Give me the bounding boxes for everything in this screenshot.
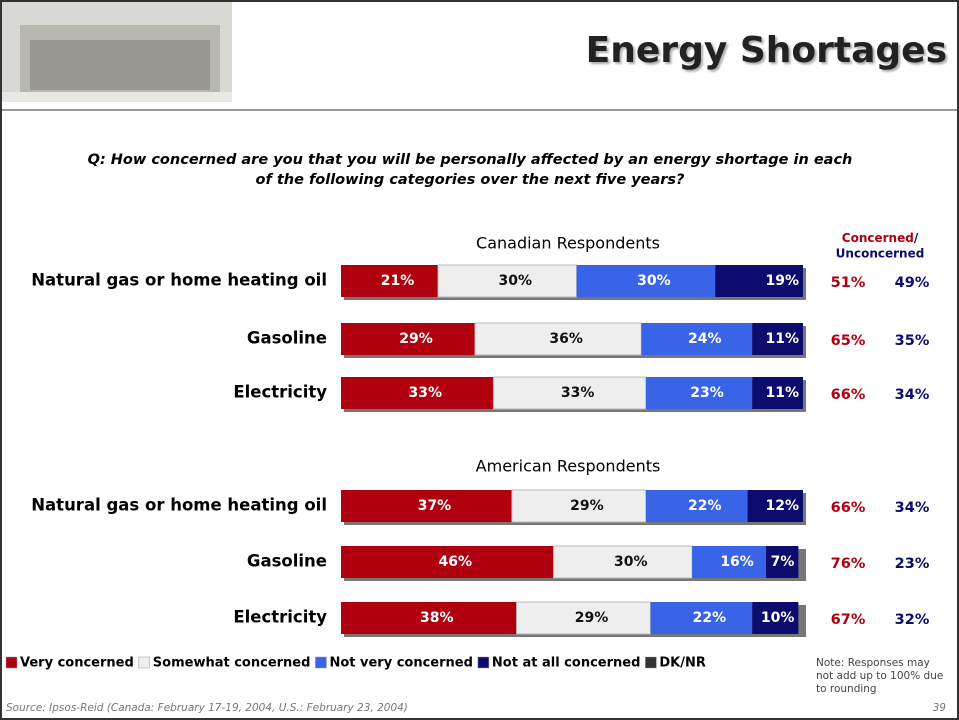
note: not add up to 100% due	[816, 670, 943, 682]
value-label: 11%	[765, 331, 799, 347]
legend-label: Somewhat concerned	[153, 656, 311, 671]
unconcerned-value: 34%	[895, 387, 930, 403]
bar-segment	[752, 323, 803, 355]
value-label: 22%	[693, 610, 727, 626]
value-label: 38%	[420, 610, 454, 626]
summary-header-unconcerned: Unconcerned	[836, 247, 925, 261]
legend-label: Not very concerned	[329, 656, 472, 671]
value-label: 29%	[575, 610, 609, 626]
bar-segment	[752, 602, 799, 634]
bar-segment	[341, 546, 554, 578]
bar-segment	[553, 545, 693, 579]
unconcerned-value: 34%	[895, 500, 930, 516]
bar-segment	[341, 323, 475, 355]
legend-label: DK/NR	[659, 656, 706, 671]
value-label: 12%	[765, 498, 799, 514]
unconcerned-value: 23%	[895, 556, 930, 572]
category-label: Gasoline	[247, 552, 327, 571]
bar-segment	[576, 265, 716, 297]
value-label: 16%	[720, 554, 754, 570]
category-label: Natural gas or home heating oil	[31, 496, 327, 515]
legend-swatch	[315, 656, 327, 669]
bar-segment	[715, 265, 803, 297]
legend-swatch	[477, 656, 490, 669]
bar-segment	[492, 376, 647, 410]
bar-segment	[645, 377, 753, 409]
value-label: 10%	[761, 610, 795, 626]
value-label: 37%	[418, 498, 452, 514]
summary-header-concerned: Concerned	[842, 231, 914, 245]
value-label: 22%	[688, 498, 722, 514]
concerned-value: 51%	[831, 275, 866, 291]
question: Q: How concerned are you that you will b…	[88, 152, 853, 168]
value-label: 23%	[690, 385, 724, 401]
bar-segment	[645, 490, 748, 522]
value-label: 29%	[399, 331, 433, 347]
legend-label: Not at all concerned	[492, 656, 640, 671]
category-label: Natural gas or home heating oil	[31, 271, 327, 290]
concerned-value: 67%	[831, 612, 866, 628]
bar-segment	[341, 377, 494, 409]
value-label: 46%	[439, 554, 473, 570]
legend-swatch	[645, 656, 657, 669]
category-label: Electricity	[233, 383, 327, 402]
bar-segment	[341, 490, 512, 522]
bar-segment	[437, 264, 578, 298]
unconcerned-value: 32%	[895, 612, 930, 628]
bar-segment	[511, 489, 647, 523]
question: of the following categories over the nex…	[256, 172, 686, 188]
unconcerned-value: 49%	[895, 275, 930, 291]
bar-segment	[692, 546, 767, 578]
concerned-value: 66%	[831, 387, 866, 403]
unconcerned-value: 35%	[895, 333, 930, 349]
concerned-value: 65%	[831, 333, 866, 349]
chart-subtitle: American Respondents	[476, 457, 661, 476]
value-label: 24%	[688, 331, 722, 347]
title: Energy Shortages	[586, 30, 947, 71]
note: Note: Responses may	[816, 657, 930, 669]
note: to rounding	[816, 683, 877, 695]
value-label: 29%	[570, 498, 604, 514]
value-label: 36%	[549, 331, 583, 347]
bar-segment	[650, 602, 753, 634]
value-label: 30%	[637, 273, 671, 289]
summary-header-slash: /	[914, 231, 919, 245]
value-label: 7%	[771, 554, 795, 570]
value-label: 33%	[561, 385, 595, 401]
value-label: 30%	[499, 273, 533, 289]
value-label: 33%	[408, 385, 442, 401]
bar-segment	[341, 602, 517, 634]
legend-label: Very concerned	[20, 656, 134, 671]
value-label: 11%	[765, 385, 799, 401]
bar-segment	[474, 322, 642, 356]
bar-segment	[641, 323, 753, 355]
source: Source: Ipsos-Reid (Canada: February 17-…	[6, 702, 408, 714]
value-label: 19%	[765, 273, 799, 289]
bar-segment	[341, 265, 439, 297]
legend-swatch	[5, 656, 18, 669]
value-label: 21%	[381, 273, 415, 289]
legend-swatch	[138, 656, 151, 669]
header-photo	[2, 2, 232, 102]
page-number: 39	[933, 702, 947, 714]
category-label: Gasoline	[247, 329, 327, 348]
summary-header: Concerned/	[842, 231, 919, 245]
chart-subtitle: Canadian Respondents	[476, 234, 660, 253]
concerned-value: 76%	[831, 556, 866, 572]
bar-segment	[752, 377, 803, 409]
category-label: Electricity	[233, 608, 327, 627]
concerned-value: 66%	[831, 500, 866, 516]
bar-segment	[747, 490, 803, 522]
bar-segment	[766, 546, 799, 578]
value-label: 30%	[614, 554, 648, 570]
bar-segment	[516, 601, 652, 635]
